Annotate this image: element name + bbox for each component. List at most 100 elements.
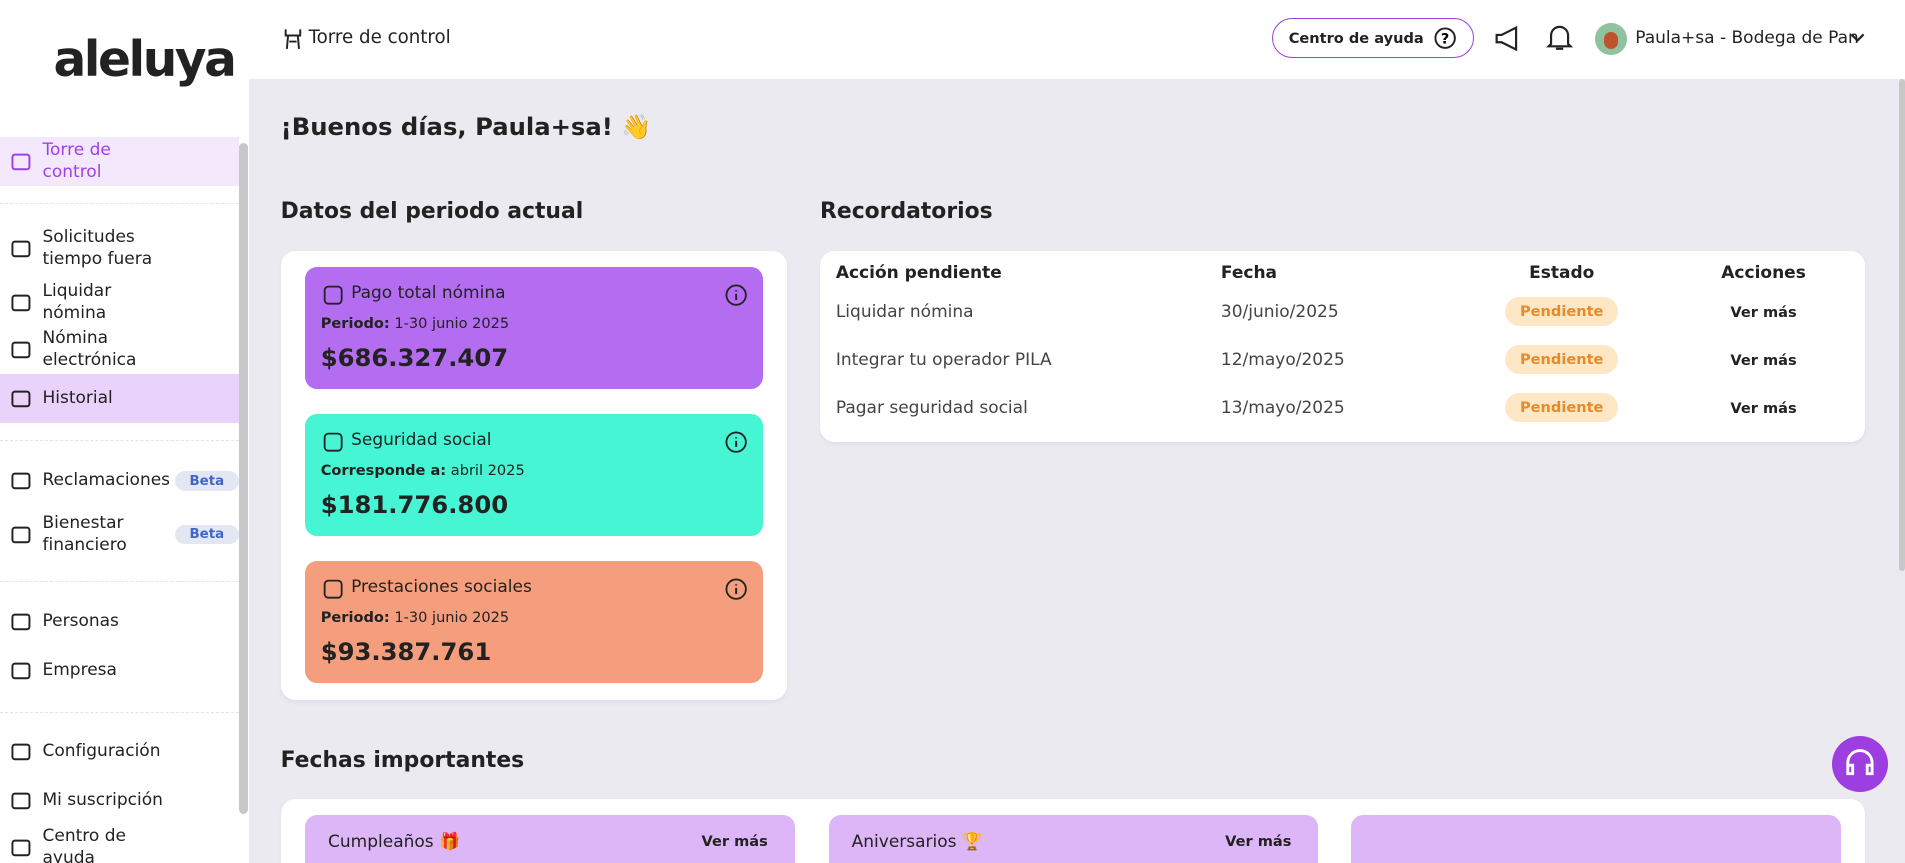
nav-label: Reclamaciones xyxy=(42,470,171,491)
action-link[interactable]: Ver más xyxy=(1730,399,1797,417)
action-link[interactable]: Ver más xyxy=(1730,303,1797,321)
reminders-table: Acción pendiente Fecha Estado Acciones Liqui… xyxy=(820,259,1865,432)
period-label: Corresponde a: xyxy=(320,461,447,479)
nav-icon xyxy=(11,743,31,761)
nav-item[interactable]: Torre de control xyxy=(0,137,240,186)
nav-label: Empresa xyxy=(42,659,117,680)
cell-text: 12/mayo/2025 xyxy=(1220,349,1345,370)
divider xyxy=(0,711,240,713)
reminder-row: Integrar tu operador PILA 12/mayo/2025 Pen… xyxy=(820,336,1865,384)
avatar-figure xyxy=(1603,31,1619,49)
nav-icon xyxy=(11,472,31,490)
cell: Integrar tu operador PILA xyxy=(820,336,1221,384)
cell-text: Pagar seguridad social xyxy=(835,397,1028,418)
divider xyxy=(0,580,240,582)
nav-label: Centro de ayuda xyxy=(42,826,126,863)
divider xyxy=(0,202,240,204)
nav-icon xyxy=(11,390,31,407)
cell-text: 30/junio/2025 xyxy=(1220,301,1339,322)
nav-label: Torre de control xyxy=(42,139,111,182)
nav-item[interactable]: Reclamaciones Beta xyxy=(0,457,239,506)
card-period: Periodo: 1-30 junio 2025 xyxy=(321,609,509,626)
nav-label: Nómina electrónica xyxy=(42,328,137,370)
nav-item[interactable]: Historial xyxy=(0,374,240,423)
svg-text:?: ? xyxy=(1441,31,1449,48)
top-bar: Torre de control Centro de ayuda? Paula+… xyxy=(249,0,1905,79)
nav-label: Bienestar financiero xyxy=(42,512,127,555)
period-label: Periodo: xyxy=(320,314,390,332)
date-card-title: Aniversarios 🏆 xyxy=(851,832,984,853)
status-badge: Pendiente xyxy=(1505,297,1618,327)
nav-icon xyxy=(11,613,31,631)
info-icon[interactable] xyxy=(724,430,748,454)
date-card-action[interactable]: Ver más xyxy=(1225,833,1292,851)
cell-text: Integrar tu operador PILA xyxy=(835,349,1052,370)
date-card: Cumpleaños 🎁 Ver más xyxy=(304,815,795,863)
help-button[interactable]: Centro de ayuda? xyxy=(1271,18,1475,58)
period-value: 1-30 junio 2025 xyxy=(394,314,510,332)
cell: Pendiente xyxy=(1461,336,1663,384)
summary-card: Pago total nómina Periodo: 1-30 junio 202… xyxy=(304,267,763,389)
card-title: Pago total nómina xyxy=(351,283,506,304)
company-name[interactable]: Paula+sa - Bodega de Pan xyxy=(1635,27,1859,48)
greeting: ¡Buenos días, Paula+sa! 👋 xyxy=(280,111,652,141)
cell: Liquidar nómina xyxy=(820,288,1221,336)
nav-item[interactable]: Liquidar nómina xyxy=(0,278,239,327)
logo: aleluya xyxy=(53,31,236,88)
reminder-row: Liquidar nómina 30/junio/2025 Pendiente Ver… xyxy=(820,288,1865,336)
help-icon: ? xyxy=(1434,27,1457,49)
nav-item[interactable]: Solicitudes tiempo fuera xyxy=(0,225,239,274)
nav-item[interactable]: Nómina electrónica xyxy=(0,326,239,375)
card-amount: $93.387.761 xyxy=(320,636,492,666)
card-icon xyxy=(323,432,343,452)
summary-card: Prestaciones sociales Periodo: 1-30 junio… xyxy=(304,561,763,683)
period-value: abril 2025 xyxy=(450,461,525,479)
nav-icon xyxy=(11,240,31,258)
nav-icon xyxy=(11,153,31,170)
divider xyxy=(0,439,240,441)
card-amount: $181.776.800 xyxy=(320,489,509,519)
info-icon[interactable] xyxy=(724,577,748,601)
card-title: Prestaciones sociales xyxy=(351,577,532,598)
cell: Pagar seguridad social xyxy=(820,384,1221,432)
notifications-icon[interactable] xyxy=(1545,22,1574,54)
nav-label: Solicitudes tiempo fuera xyxy=(42,227,153,270)
nav-label: Mi suscripción xyxy=(42,789,163,810)
avatar[interactable] xyxy=(1595,23,1627,55)
date-card: Aniversarios 🏆 Ver más xyxy=(828,815,1319,863)
beta-badge: Beta xyxy=(174,524,239,545)
cell-text: Liquidar nómina xyxy=(835,301,974,322)
column-header: Estado xyxy=(1529,263,1595,284)
nav-label: Historial xyxy=(42,387,113,408)
info-icon[interactable] xyxy=(724,283,748,307)
nav-item[interactable]: Personas xyxy=(0,598,239,647)
action-link[interactable]: Ver más xyxy=(1730,351,1797,369)
nav-item[interactable]: Centro de ayuda xyxy=(0,824,239,863)
cell: Ver más xyxy=(1663,336,1864,384)
page-scrollbar xyxy=(1898,78,1905,571)
date-card-action[interactable]: Ver más xyxy=(701,833,768,851)
nav-label: Configuración xyxy=(42,741,161,762)
nav-icon xyxy=(11,662,31,679)
section-title: Datos del periodo actual xyxy=(280,199,584,225)
nav-item[interactable]: Mi suscripción xyxy=(0,776,239,825)
card-amount: $686.327.407 xyxy=(320,342,509,372)
announcements-icon[interactable] xyxy=(1493,24,1525,53)
nav-icon xyxy=(11,792,31,809)
dropdown-icon[interactable] xyxy=(1849,32,1866,44)
section-title: Recordatorios xyxy=(820,199,993,225)
nav-item[interactable]: Bienestar financiero Beta xyxy=(0,510,239,559)
nav-icon xyxy=(11,341,31,359)
card-icon xyxy=(323,285,343,305)
nav-item[interactable]: Empresa xyxy=(0,646,239,695)
nav-icon xyxy=(11,294,31,311)
nav-label: Personas xyxy=(42,611,119,632)
nav-item[interactable]: Configuración xyxy=(0,728,239,777)
support-icon xyxy=(1846,749,1874,776)
header-row: Acción pendiente Fecha Estado Acciones xyxy=(820,259,1865,288)
support-button[interactable] xyxy=(1832,736,1888,793)
cell: Ver más xyxy=(1663,288,1864,336)
date-card-title: Cumpleaños 🎁 xyxy=(328,832,461,853)
cell: 13/mayo/2025 xyxy=(1221,384,1461,432)
reminder-row: Pagar seguridad social 13/mayo/2025 Pendie… xyxy=(820,384,1865,432)
